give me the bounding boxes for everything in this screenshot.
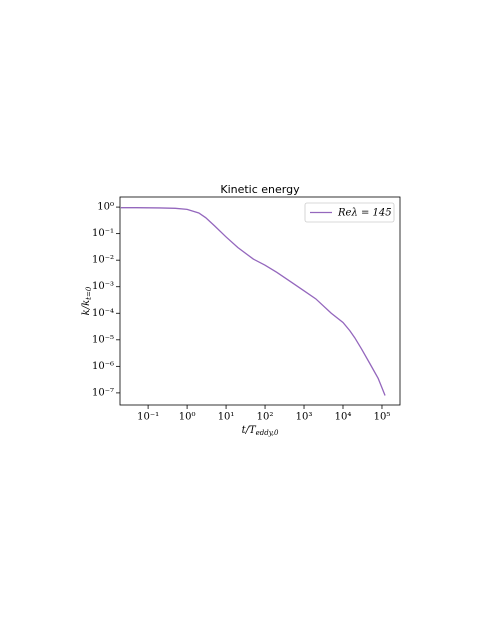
y-label-sub: t=0 <box>85 286 93 300</box>
plot-frame <box>119 196 401 406</box>
x-label-sub: eddy,0 <box>256 429 279 437</box>
x-axis-label: t/Teddy,0 <box>242 425 279 438</box>
y-axis-label: k/kt=0 <box>81 286 94 315</box>
line-series <box>120 207 386 396</box>
y-tick-label: 10⁻⁴ <box>92 308 114 319</box>
x-tick-label: 10⁴ <box>335 412 352 423</box>
legend-box <box>304 202 395 223</box>
y-tick-label: 10⁰ <box>97 202 114 213</box>
x-tick-label: 10¹ <box>218 412 235 423</box>
y-tick-label: 10⁻³ <box>92 281 114 292</box>
y-label-main: k/k <box>81 300 92 316</box>
x-tick-label: 10⁰ <box>179 412 196 423</box>
x-tick-label: 10⁵ <box>374 412 391 423</box>
legend-label: Reλ = 145 <box>337 208 392 219</box>
chart-title: Kinetic energy <box>220 183 300 196</box>
y-tick-label: 10⁻¹ <box>92 228 114 239</box>
x-tick-label: 10⁻¹ <box>137 412 159 423</box>
x-label-main: t/T <box>242 425 257 436</box>
y-tick-label: 10⁻⁵ <box>92 334 114 345</box>
y-tick-label: 10⁻⁶ <box>92 361 114 372</box>
y-tick-label: 10⁻² <box>92 255 114 266</box>
y-tick-label: 10⁻⁷ <box>92 387 114 398</box>
x-tick-label: 10² <box>257 412 274 423</box>
x-tick-label: 10³ <box>296 412 313 423</box>
